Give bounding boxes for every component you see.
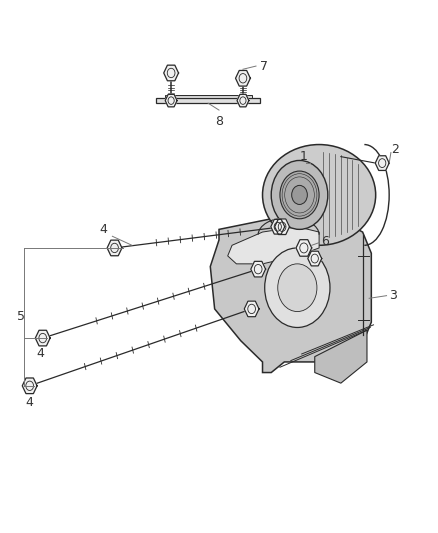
Polygon shape bbox=[237, 94, 249, 107]
Text: 4: 4 bbox=[26, 397, 34, 409]
Polygon shape bbox=[35, 330, 50, 346]
Text: 7: 7 bbox=[260, 60, 268, 72]
Circle shape bbox=[280, 171, 319, 219]
Polygon shape bbox=[165, 94, 177, 107]
Text: 5: 5 bbox=[17, 310, 25, 324]
Polygon shape bbox=[165, 95, 252, 98]
Text: 3: 3 bbox=[389, 289, 397, 302]
Circle shape bbox=[271, 160, 328, 229]
Text: 4: 4 bbox=[37, 347, 45, 360]
Polygon shape bbox=[107, 240, 122, 256]
Text: 8: 8 bbox=[215, 115, 223, 128]
Text: 1: 1 bbox=[300, 150, 307, 164]
Circle shape bbox=[265, 248, 330, 327]
Polygon shape bbox=[308, 251, 322, 266]
Polygon shape bbox=[164, 65, 179, 81]
Polygon shape bbox=[210, 214, 371, 373]
Polygon shape bbox=[156, 98, 260, 103]
Polygon shape bbox=[296, 240, 312, 256]
Text: 4: 4 bbox=[100, 223, 108, 236]
Circle shape bbox=[278, 264, 317, 312]
Polygon shape bbox=[315, 330, 367, 383]
Polygon shape bbox=[251, 261, 265, 277]
Text: 2: 2 bbox=[391, 142, 399, 156]
Polygon shape bbox=[271, 220, 285, 234]
Polygon shape bbox=[236, 70, 251, 86]
Polygon shape bbox=[244, 301, 259, 317]
Circle shape bbox=[292, 185, 307, 205]
Polygon shape bbox=[275, 219, 290, 235]
Ellipse shape bbox=[262, 144, 376, 245]
Polygon shape bbox=[375, 156, 389, 171]
Text: 6: 6 bbox=[321, 235, 329, 248]
Polygon shape bbox=[228, 227, 319, 264]
Polygon shape bbox=[22, 378, 37, 393]
